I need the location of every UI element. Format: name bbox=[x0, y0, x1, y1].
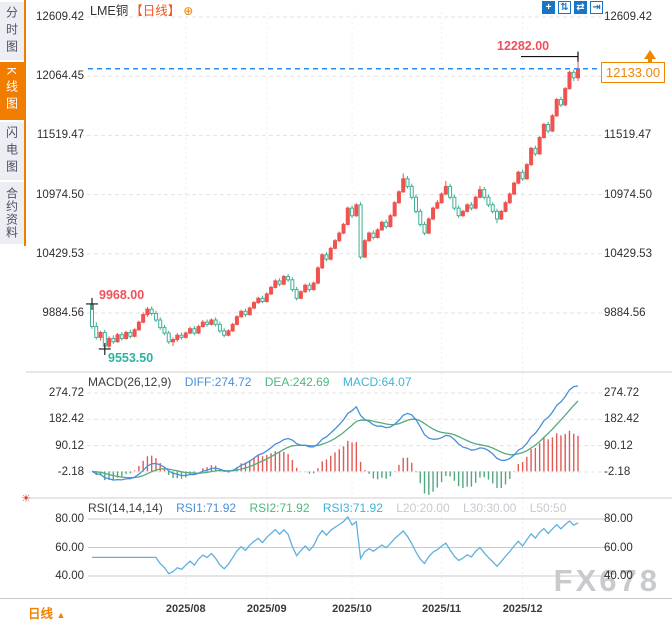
macd-axis-label: 90.12 bbox=[604, 439, 633, 452]
bottom-bar bbox=[0, 598, 672, 622]
rsi1-value: RSI1:71.92 bbox=[176, 501, 237, 515]
rsi-axis-label: 60.00 bbox=[604, 541, 633, 554]
period-selector[interactable]: 日线 ▲ bbox=[28, 603, 65, 622]
rsi3-value: RSI3:71.92 bbox=[322, 501, 383, 515]
rsi-axis-label: 80.00 bbox=[55, 513, 84, 525]
rsi-name: RSI(14,14,14) bbox=[88, 501, 163, 515]
macd-hist-value: MACD:64.07 bbox=[342, 375, 412, 389]
price-axis-label: 12064.45 bbox=[36, 70, 84, 83]
macd-name: MACD(26,12,9) bbox=[88, 375, 172, 389]
low-price-label: 9553.50 bbox=[108, 351, 154, 365]
price-axis-label: 9884.56 bbox=[604, 307, 646, 319]
chart-toolbar: + ⇅ ⇄ ⇥ bbox=[542, 1, 603, 14]
rsi-header: RSI(14,14,14) RSI1:71.92 RSI2:71.92 RSI3… bbox=[88, 501, 576, 515]
x-axis-label: 2025/12 bbox=[502, 603, 543, 615]
macd-diff-value: DIFF:274.72 bbox=[184, 375, 252, 389]
zoom-x-axis-icon[interactable]: ⇄ bbox=[574, 1, 587, 14]
current-price-badge: 12133.00 bbox=[601, 62, 665, 83]
macd-dea-value: DEA:242.69 bbox=[264, 375, 330, 389]
price-axis-label: 12609.42 bbox=[604, 11, 652, 23]
sidebar-tab-time-chart[interactable]: 分时图 bbox=[0, 2, 24, 60]
zoom-y-axis-icon[interactable]: ⇅ bbox=[558, 1, 571, 14]
sidebar-tab-candlestick-chart[interactable]: K线图 bbox=[0, 62, 24, 120]
x-axis-label: 2025/11 bbox=[422, 603, 462, 615]
rsi2-value: RSI2:71.92 bbox=[249, 501, 310, 515]
rsi-axis-label: 60.00 bbox=[55, 541, 84, 554]
pan-crosshair-icon[interactable]: + bbox=[542, 1, 555, 14]
rsi-l50-level: L50:50 bbox=[529, 501, 567, 515]
sidebar-accent-strip bbox=[24, 0, 26, 246]
price-axis-label: 10429.53 bbox=[604, 247, 652, 260]
rsi-settings-icon[interactable]: ☀ bbox=[21, 493, 31, 505]
macd-axis-label: 90.12 bbox=[55, 439, 84, 452]
macd-axis-label: 274.72 bbox=[48, 387, 84, 399]
sidebar: 分时图 K线图 闪电图 合约资料 bbox=[0, 0, 26, 598]
macd-header: MACD(26,12,9) DIFF:274.72 DEA:242.69 MAC… bbox=[88, 375, 422, 389]
add-indicator-icon[interactable]: ⊕ bbox=[183, 4, 194, 18]
open-price-label: 9968.00 bbox=[99, 288, 145, 302]
chart-title: LME铜 【日线】 ⊕ bbox=[90, 0, 194, 18]
sidebar-tab-lightning-chart[interactable]: 闪电图 bbox=[0, 122, 24, 180]
x-axis-label: 2025/08 bbox=[165, 603, 206, 615]
macd-axis-label: 182.42 bbox=[604, 413, 640, 426]
macd-axis-label: 182.42 bbox=[48, 413, 84, 426]
price-axis-label: 11519.47 bbox=[36, 129, 84, 142]
watermark: FX678 bbox=[553, 563, 660, 598]
exit-restore-icon[interactable]: ⇥ bbox=[590, 1, 603, 14]
macd-axis-label: 274.72 bbox=[604, 387, 640, 399]
rsi-l30-level: L30:30.00 bbox=[462, 501, 517, 515]
macd-axis-label: -2.18 bbox=[57, 466, 84, 478]
rsi-axis-label: 80.00 bbox=[604, 513, 633, 525]
rsi-l20-level: L20:20.00 bbox=[396, 501, 450, 515]
price-axis-label: 12609.42 bbox=[36, 11, 84, 23]
sidebar-tab-contract-info[interactable]: 合约资料 bbox=[0, 182, 24, 244]
rsi-axis-label: 40.00 bbox=[55, 570, 84, 582]
macd-axis-label: -2.18 bbox=[604, 466, 631, 478]
symbol-name: LME铜 bbox=[90, 4, 129, 18]
price-up-arrow-icon bbox=[644, 50, 656, 64]
period-tag: 【日线】 bbox=[130, 4, 181, 18]
rsi-axis-label: 40.00 bbox=[604, 570, 633, 582]
price-axis-label: 10974.50 bbox=[604, 188, 652, 201]
price-axis-label: 9884.56 bbox=[42, 307, 84, 319]
price-axis-label: 10429.53 bbox=[36, 247, 84, 260]
period-arrow-icon: ▲ bbox=[56, 610, 66, 620]
price-axis-label: 10974.50 bbox=[36, 188, 84, 201]
high-price-label: 12282.00 bbox=[497, 39, 550, 53]
x-axis-label: 2025/10 bbox=[332, 603, 372, 615]
price-axis-label: 11519.47 bbox=[604, 129, 652, 142]
x-axis-label: 2025/09 bbox=[246, 603, 287, 615]
period-label: 日线 bbox=[28, 607, 54, 621]
